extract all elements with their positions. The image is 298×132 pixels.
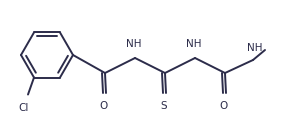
Text: Cl: Cl [19, 103, 29, 112]
Text: O: O [220, 101, 228, 111]
Text: NH: NH [126, 39, 142, 49]
Text: NH: NH [186, 39, 202, 49]
Text: O: O [100, 101, 108, 111]
Text: NH: NH [247, 43, 263, 53]
Text: S: S [161, 101, 167, 111]
